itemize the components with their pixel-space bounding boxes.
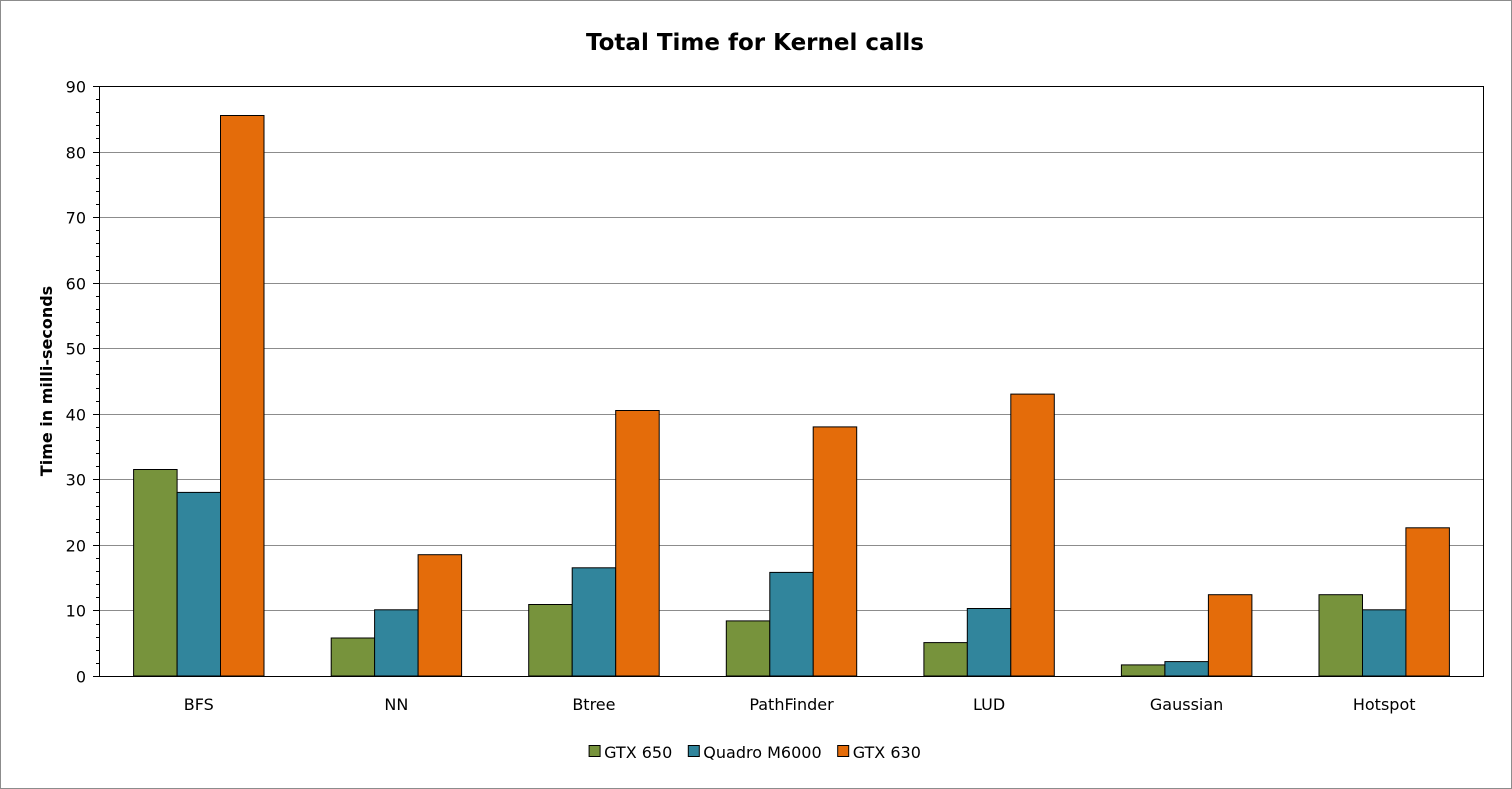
bar-nn-gtx-630 <box>417 554 463 677</box>
bar-pathfinder-gtx-630 <box>812 426 858 677</box>
gridlines <box>100 152 1483 611</box>
x-tick-label: PathFinder <box>749 695 834 714</box>
bar-lud-gtx-630 <box>1010 393 1055 677</box>
legend-swatch <box>837 745 850 757</box>
chart-title: Total Time for Kernel calls <box>586 30 924 56</box>
bar-nn-gtx-650 <box>330 637 376 677</box>
y-tick-label: 80 <box>66 144 86 163</box>
y-tick-label: 0 <box>76 668 86 687</box>
legend-swatch <box>687 745 700 757</box>
legend-label: Quadro M6000 <box>703 743 821 762</box>
bar-bfs-gtx-650 <box>133 469 178 677</box>
y-tick-label: 20 <box>66 537 86 556</box>
bar-nn-quadro-m6000 <box>374 609 419 677</box>
bar-hotspot-quadro-m6000 <box>1362 609 1407 677</box>
y-tick-label: 40 <box>66 406 86 425</box>
bar-hotspot-gtx-630 <box>1405 527 1450 677</box>
legend-label: GTX 650 <box>604 743 672 762</box>
legend-label: GTX 630 <box>853 743 921 762</box>
bar-pathfinder-quadro-m6000 <box>769 571 814 677</box>
x-tick-label: Gaussian <box>1150 695 1223 714</box>
y-tick-label: 30 <box>66 471 86 490</box>
x-tick-label: LUD <box>973 695 1005 714</box>
x-tick-label: Btree <box>572 695 615 714</box>
legend: GTX 650 Quadro M6000 GTX 630 <box>588 743 921 762</box>
bar-btree-gtx-630 <box>615 410 660 677</box>
legend-swatch <box>588 745 601 757</box>
bar-gaussian-gtx-650 <box>1120 664 1166 677</box>
plot-area-border <box>99 86 1484 677</box>
y-tick-label: 10 <box>66 602 86 621</box>
x-tick-label: Hotspot <box>1353 695 1416 714</box>
bar-hotspot-gtx-650 <box>1318 594 1363 677</box>
bar-gaussian-quadro-m6000 <box>1164 661 1209 677</box>
y-tick-label: 50 <box>66 340 86 359</box>
y-tick-label: 70 <box>66 209 86 228</box>
bar-btree-quadro-m6000 <box>571 567 617 677</box>
bar-pathfinder-gtx-650 <box>725 620 771 677</box>
y-tick-label: 60 <box>66 275 86 294</box>
x-axis-ticks: BFS NN Btree PathFinder LUD Gaussian Hotspot <box>184 695 1416 714</box>
bar-gaussian-gtx-630 <box>1207 594 1253 677</box>
bar-btree-gtx-650 <box>528 604 573 677</box>
y-axis-label: Time in milli-seconds <box>37 286 56 476</box>
x-tick-label: NN <box>384 695 408 714</box>
y-axis-ticks: 0 10 20 30 40 50 60 70 80 90 <box>66 78 100 687</box>
bar-lud-gtx-650 <box>923 642 968 677</box>
bar-lud-quadro-m6000 <box>966 608 1012 677</box>
bar-bfs-gtx-630 <box>220 115 265 677</box>
bar-bfs-quadro-m6000 <box>176 491 222 677</box>
bars <box>133 115 1450 677</box>
y-tick-label: 90 <box>66 78 86 97</box>
x-tick-label: BFS <box>184 695 214 714</box>
